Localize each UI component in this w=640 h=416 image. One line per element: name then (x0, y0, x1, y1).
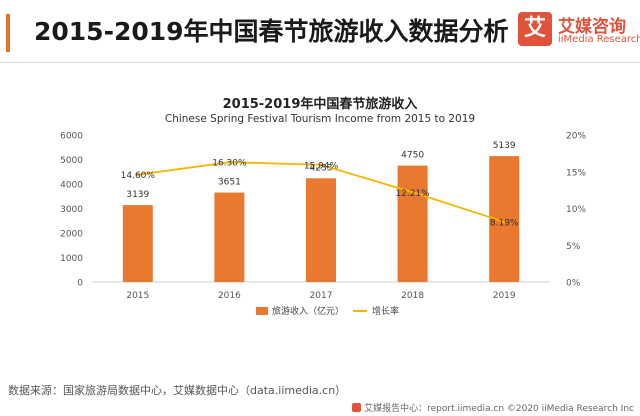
x-tick-label: 2017 (310, 291, 333, 301)
legend-label-bar: 旅游收入（亿元） (272, 305, 344, 317)
y-right-tick-label: 0% (566, 279, 581, 289)
growth-rate-point (319, 163, 323, 167)
bar-value-label: 3139 (126, 190, 149, 200)
y-left-tick-label: 1000 (60, 254, 83, 264)
growth-rate-point (136, 173, 140, 177)
y-right-tick-label: 15% (566, 168, 586, 178)
y-left-tick-label: 3000 (60, 205, 83, 215)
footer-text: 艾媒报告中心：report.iimedia.cn ©2020 iiMedia R… (364, 404, 634, 414)
growth-rate-label: 8.19% (490, 218, 519, 228)
y-left-tick-label: 2000 (60, 230, 83, 240)
bar (397, 165, 428, 282)
bar-value-label: 4750 (401, 151, 424, 161)
x-tick-label: 2016 (218, 291, 241, 301)
logo-mark-icon: 艾 (518, 12, 552, 46)
growth-rate-point (227, 160, 231, 164)
legend-swatch-bar (256, 307, 268, 315)
y-right-tick-label: 5% (566, 242, 581, 252)
growth-rate-label: 16.30% (212, 159, 247, 169)
footer: 艾媒报告中心：report.iimedia.cn ©2020 iiMedia R… (352, 401, 634, 414)
page-title: 2015-2019年中国春节旅游收入数据分析 (34, 17, 509, 46)
bar-value-label: 4233 (310, 163, 333, 173)
y-left-tick-label: 4000 (60, 181, 83, 191)
y-left-tick-label: 6000 (60, 132, 83, 142)
x-tick-label: 2018 (401, 291, 424, 301)
y-left-tick-label: 5000 (60, 156, 83, 166)
chart-title: 2015-2019年中国春节旅游收入 (223, 96, 418, 112)
chart: 2015-2019年中国春节旅游收入 Chinese Spring Festiv… (60, 96, 586, 318)
growth-rate-point (502, 220, 506, 224)
header-divider (0, 62, 640, 63)
data-source: 数据来源：国家旅游局数据中心，艾媒数据中心（data.iimedia.cn） (8, 384, 347, 397)
logo-subtitle: iiMedia Research (558, 34, 640, 45)
chart-subtitle: Chinese Spring Festival Tourism Income f… (165, 113, 475, 125)
bar (214, 192, 245, 282)
logo-name: 艾媒咨询 (558, 17, 626, 37)
bar (306, 178, 336, 282)
title-accent-bar (6, 14, 10, 52)
plot-area: 0 1000 2000 3000 4000 5000 6000 0% 5% 10% 15% 20% 31… (60, 132, 586, 318)
bar-value-label: 3651 (218, 178, 241, 188)
growth-rate-point (411, 190, 415, 194)
growth-rate-label: 12.21% (395, 189, 430, 199)
x-tick-label: 2015 (126, 291, 149, 301)
x-tick-label: 2019 (493, 291, 516, 301)
report-center-icon (352, 403, 362, 412)
brand-logo: 艾 艾媒咨询 iiMedia Research (518, 12, 640, 52)
y-left-tick-label: 0 (77, 279, 83, 289)
bar (122, 205, 153, 282)
bar-value-label: 5139 (493, 141, 516, 151)
y-right-tick-label: 20% (566, 132, 586, 142)
growth-rate-label: 14.60% (121, 171, 156, 181)
growth-rate-label: 15.94% (304, 161, 339, 171)
legend-label-line: 增长率 (372, 305, 399, 317)
y-right-tick-label: 10% (566, 205, 586, 215)
